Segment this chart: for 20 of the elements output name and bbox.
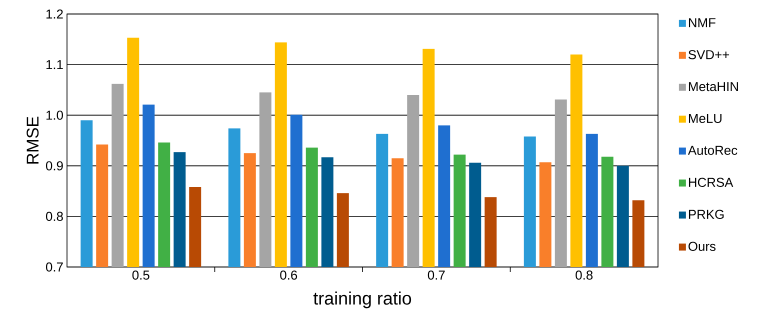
- legend-label: HCRSA: [688, 178, 734, 187]
- y-tick-label: 0.7: [46, 262, 63, 272]
- legend-label: MeLU: [688, 114, 722, 124]
- legend-label: MetaHIN: [688, 82, 738, 92]
- legend-label: Ours: [688, 242, 716, 251]
- y-tick-label: 1.2: [46, 9, 63, 19]
- legend-label: AutoRec: [688, 146, 738, 155]
- x-tick-label: 0.8: [576, 270, 593, 280]
- x-tick-label: 0.6: [280, 270, 298, 280]
- x-tick-label: 0.7: [428, 270, 445, 280]
- legend-label: PRKG: [688, 210, 724, 219]
- y-tick-label: 0.9: [46, 161, 63, 170]
- legend-label: NMF: [688, 18, 716, 28]
- y-tick-label: 0.8: [46, 212, 63, 221]
- y-tick-label: 1.0: [46, 110, 63, 120]
- x-tick-label: 0.5: [132, 270, 150, 280]
- x-axis-title: training ratio: [313, 292, 412, 308]
- y-axis-title: RMSE: [26, 116, 39, 164]
- legend-label: SVD++: [688, 50, 730, 60]
- y-tick-label: 1.1: [46, 60, 63, 70]
